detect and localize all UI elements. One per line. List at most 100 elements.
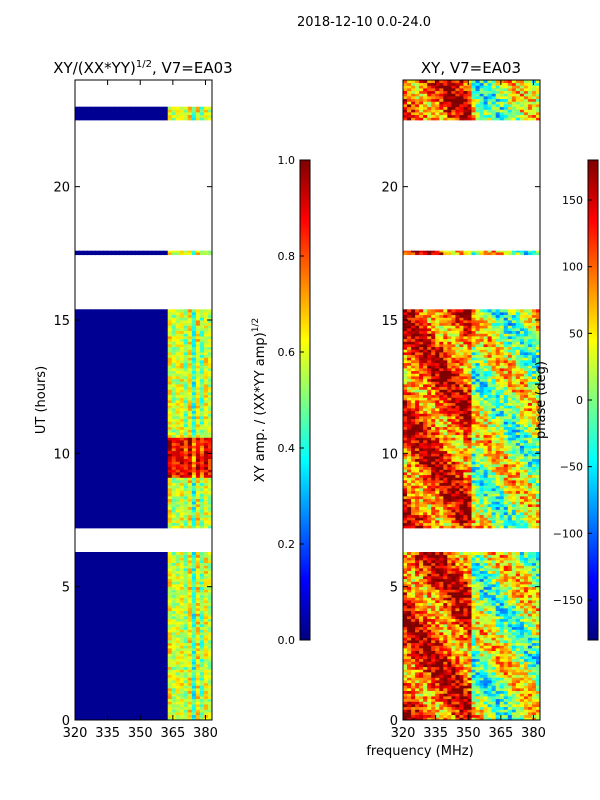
heatmap-cell [131,432,136,436]
heatmap-cell [191,397,197,401]
heatmap-cell [119,413,124,417]
heatmap-cell [183,328,189,332]
heatmap-cell [83,570,88,574]
heatmap-cell [147,448,153,452]
heatmap-cell [171,522,177,526]
heatmap-cell [143,704,149,708]
heatmap-cell [95,613,100,617]
heatmap-cell [139,408,145,412]
heatmap-cell [167,354,173,358]
heatmap-cell [111,554,116,558]
heatmap-cell [103,448,108,452]
heatmap-cell [208,368,212,372]
heatmap-cell [111,648,116,652]
heatmap-cell [159,552,165,556]
heatmap-cell [87,408,92,412]
heatmap-cell [167,482,173,486]
heatmap-cell [143,461,149,465]
heatmap-cell [147,341,153,345]
heatmap-cell [95,485,100,489]
heatmap-cell [95,252,100,256]
heatmap-cell [187,584,193,588]
heatmap-cell [203,480,209,484]
heatmap-cell [91,378,96,382]
heatmap-cell [83,392,88,396]
heatmap-cell [83,616,88,620]
heatmap-cell [95,320,100,324]
heatmap-cell [123,464,128,468]
heatmap-cell [175,562,181,566]
heatmap-cell [123,514,128,518]
heatmap-cell [199,645,205,649]
heatmap-cell [151,578,157,582]
heatmap-cell [95,709,100,713]
heatmap-cell [79,520,84,524]
heatmap-cell [191,613,197,617]
heatmap-cell [159,453,165,457]
heatmap-cell [187,552,193,556]
heatmap-cell [139,488,145,492]
heatmap-cell [199,376,205,380]
heatmap-cell [91,493,96,497]
heatmap-cell [131,709,136,713]
heatmap-cell [167,493,173,497]
heatmap-cell [87,376,92,380]
heatmap-cell [103,616,108,620]
heatmap-cell [171,421,177,425]
heatmap-cell [119,717,124,720]
heatmap-cell [95,525,100,529]
heatmap-cell [147,669,153,673]
heatmap-cell [167,373,173,377]
heatmap-cell [208,434,212,438]
heatmap-cell [83,405,88,409]
heatmap-cell [123,712,128,716]
heatmap-cell [87,712,92,716]
heatmap-cell [103,405,108,409]
heatmap-cell [208,600,212,604]
heatmap-cell [143,520,149,524]
heatmap-cell [163,714,169,718]
heatmap-cell [195,370,201,374]
heatmap-cell [179,354,185,358]
heatmap-cell [159,648,165,652]
heatmap-cell [119,584,124,588]
heatmap-cell [175,552,181,556]
heatmap-cell [131,474,136,478]
heatmap-cell [203,509,209,513]
heatmap-cell [199,554,205,558]
heatmap-cell [159,312,165,316]
heatmap-cell [179,648,185,652]
heatmap-cell [123,714,128,718]
heatmap-cell [111,437,116,441]
heatmap-cell [83,626,88,630]
heatmap-cell [75,333,80,337]
heatmap-cell [83,613,88,617]
heatmap-cell [75,368,80,372]
heatmap-cell [175,464,181,468]
heatmap-cell [103,376,108,380]
heatmap-cell [123,429,128,433]
heatmap-cell [103,485,108,489]
heatmap-cell [203,252,209,256]
heatmap-cell [139,717,145,720]
heatmap-cell [123,400,128,404]
heatmap-cell [159,317,165,321]
heatmap-cell [179,493,185,497]
heatmap-cell [119,440,124,444]
heatmap-cell [79,397,84,401]
heatmap-cell [159,320,165,324]
heatmap-cell [195,389,201,393]
heatmap-cell [191,317,197,321]
heatmap-cell [203,504,209,508]
heatmap-cell [123,626,128,630]
heatmap-cell [163,440,169,444]
heatmap-cell [199,408,205,412]
heatmap-cell [195,322,201,326]
heatmap-cell [167,490,173,494]
heatmap-cell [91,434,96,438]
heatmap-cell [115,402,120,406]
heatmap-cell [155,474,161,478]
heatmap-cell [127,656,132,660]
heatmap-cell [155,432,161,436]
heatmap-cell [119,680,124,684]
